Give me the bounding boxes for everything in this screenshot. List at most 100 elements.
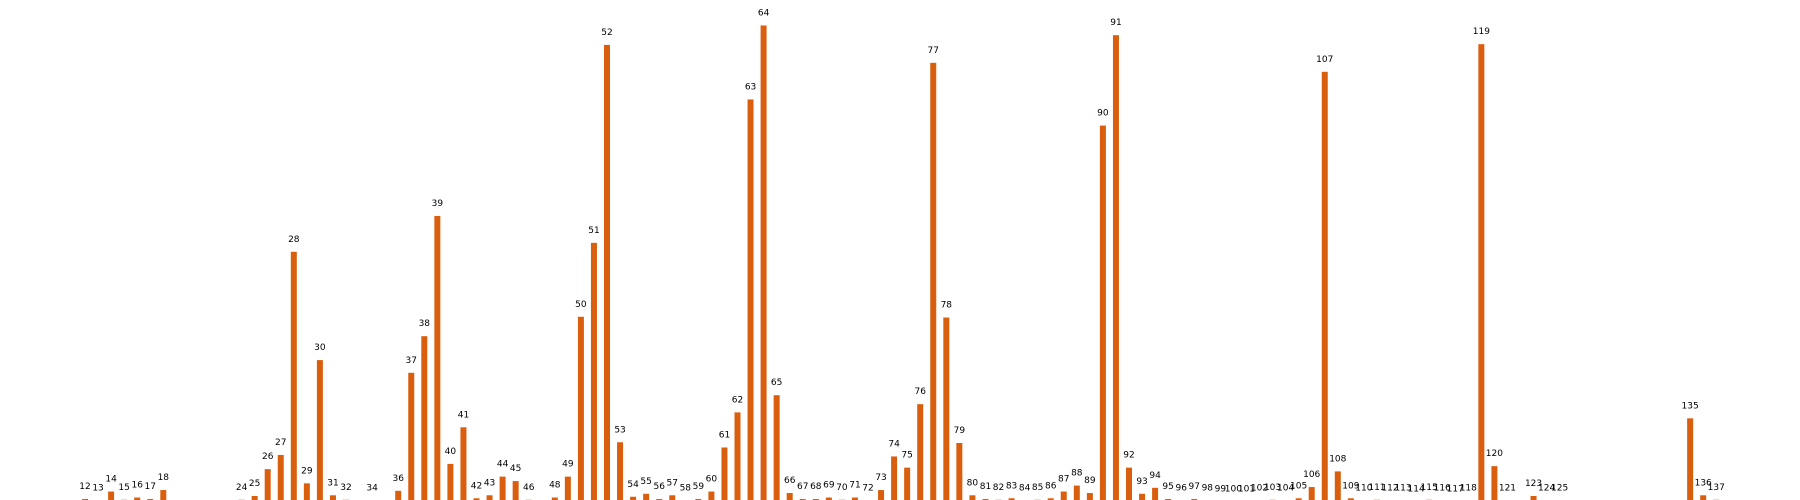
bar — [590, 242, 597, 500]
bar — [1478, 44, 1485, 500]
bar — [264, 469, 271, 500]
bar — [943, 317, 950, 500]
bar-data-label: 14 — [105, 475, 117, 485]
bar — [1530, 496, 1537, 500]
bars-layer — [82, 25, 1720, 500]
bar-data-label: 117 — [1447, 484, 1464, 494]
bar — [434, 215, 441, 500]
bar — [421, 336, 428, 500]
bar-data-label: 12 — [79, 482, 90, 492]
bar-data-label: 91 — [1110, 18, 1121, 28]
bar-data-label: 44 — [497, 460, 509, 470]
bar — [721, 447, 728, 500]
bar — [577, 316, 584, 500]
bar-data-label: 41 — [458, 410, 469, 420]
bar-data-label: 36 — [392, 474, 404, 484]
bar — [630, 496, 637, 500]
bar — [786, 493, 793, 500]
bar-data-label: 62 — [732, 395, 743, 405]
bar-data-label: 107 — [1316, 55, 1333, 65]
bar-data-label: 87 — [1058, 475, 1069, 485]
bar — [460, 427, 467, 500]
bar-data-label: 98 — [1202, 484, 1214, 494]
bar-data-label: 118 — [1460, 484, 1477, 494]
bar-data-label: 56 — [653, 482, 665, 492]
bar — [1152, 487, 1159, 500]
bar-data-label: 111 — [1368, 483, 1385, 493]
bar — [134, 497, 141, 500]
bar — [669, 495, 676, 500]
bar-data-label: 46 — [523, 483, 535, 493]
bar-data-label: 39 — [432, 199, 444, 209]
bar — [917, 404, 924, 500]
bar-data-label: 79 — [954, 426, 966, 436]
bar-data-label: 15 — [118, 483, 129, 493]
bar-data-label: 92 — [1123, 451, 1134, 461]
bar-data-label: 112 — [1381, 484, 1398, 494]
bar-data-label: 13 — [92, 484, 103, 494]
bar-data-label: 106 — [1303, 470, 1320, 480]
bar — [891, 456, 898, 500]
bar-data-label: 83 — [1006, 481, 1017, 491]
bar-data-label: 103 — [1264, 483, 1281, 493]
bar-data-label: 45 — [510, 464, 521, 474]
bar-data-label: 67 — [797, 482, 808, 492]
bar-data-label: 53 — [614, 425, 625, 435]
bar-data-label: 65 — [771, 378, 782, 388]
bar-data-label: 115 — [1421, 483, 1438, 493]
bar — [1047, 498, 1054, 500]
bar-data-label: 55 — [640, 477, 651, 487]
bar-data-label: 114 — [1408, 484, 1425, 494]
bar — [408, 372, 415, 500]
bar — [1008, 498, 1015, 500]
bar-data-label: 60 — [706, 475, 718, 485]
bar-data-label: 109 — [1342, 481, 1359, 491]
bar — [825, 497, 832, 500]
bar-data-label: 31 — [327, 478, 338, 488]
bar-data-label: 123 — [1525, 479, 1542, 489]
bar-data-label: 59 — [693, 482, 705, 492]
bar — [1347, 498, 1354, 500]
bar-data-label: 96 — [1175, 484, 1187, 494]
bar — [1086, 493, 1093, 500]
bar-data-label: 94 — [1149, 471, 1161, 481]
bar — [447, 463, 454, 500]
bar-data-label: 49 — [562, 460, 574, 470]
bar — [303, 483, 310, 500]
bar — [643, 493, 650, 500]
bar-data-label: 119 — [1473, 27, 1490, 37]
bar — [395, 490, 402, 500]
bar — [904, 467, 911, 500]
bar — [1139, 493, 1146, 500]
bar-data-label: 108 — [1329, 454, 1346, 464]
bar-data-label: 90 — [1097, 109, 1109, 119]
bar-data-label: 18 — [158, 473, 170, 483]
bar-data-label: 50 — [575, 300, 587, 310]
bar — [969, 495, 976, 500]
bar-data-label: 40 — [445, 447, 457, 457]
bar-data-label: 64 — [758, 8, 770, 18]
bar-data-label: 76 — [914, 387, 926, 397]
bar — [251, 496, 258, 500]
bar — [734, 412, 741, 500]
bar — [316, 360, 323, 500]
bar — [1321, 71, 1328, 500]
bar-data-label: 80 — [967, 478, 979, 488]
bar-data-label: 88 — [1071, 469, 1083, 479]
bar-data-label: 86 — [1045, 481, 1057, 491]
bar — [1060, 491, 1067, 500]
bar-data-label: 16 — [131, 481, 143, 491]
bar-data-label: 81 — [980, 482, 991, 492]
bar-data-label: 43 — [484, 478, 495, 488]
bar — [277, 454, 284, 500]
bar — [564, 476, 571, 500]
bar — [956, 443, 963, 500]
bar-data-label: 25 — [249, 479, 260, 489]
bar-data-label: 116 — [1434, 484, 1451, 494]
bar — [708, 491, 715, 500]
bar-data-label: 30 — [314, 343, 326, 353]
bar-data-label: 136 — [1695, 478, 1712, 488]
bar — [1112, 35, 1119, 500]
